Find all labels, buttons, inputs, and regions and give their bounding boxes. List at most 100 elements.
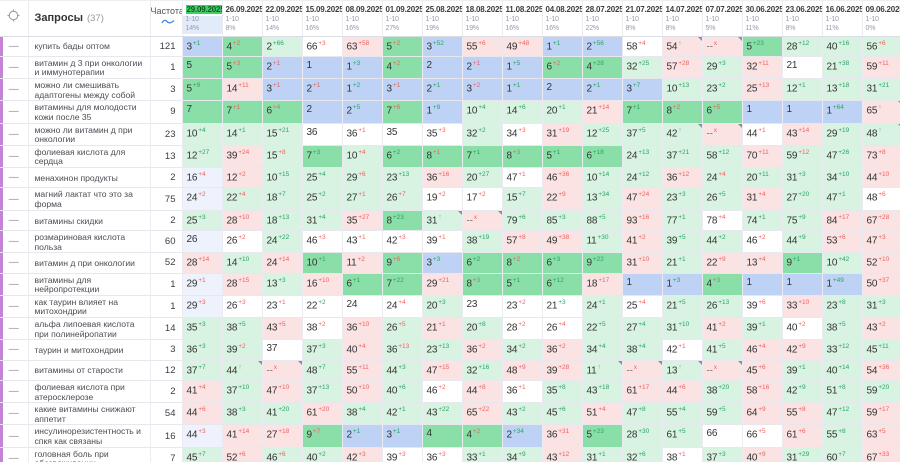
position-cell[interactable]: 28+2 — [502, 317, 543, 341]
position-cell[interactable]: 36+12 — [662, 167, 703, 189]
position-cell[interactable]: 33+12 — [822, 339, 863, 361]
position-cell[interactable]: 1+3 — [342, 56, 383, 80]
position-cell[interactable]: 52+6 — [222, 447, 263, 462]
position-cell[interactable]: 38+3 — [222, 402, 263, 426]
position-cell[interactable]: 39+2 — [222, 339, 263, 361]
position-cell[interactable]: 43+18 — [582, 380, 623, 404]
position-cell[interactable]: 2+1 — [262, 56, 303, 80]
position-cell[interactable]: 38+19 — [462, 230, 503, 254]
position-cell[interactable]: 18+7 — [262, 187, 303, 211]
query-cell[interactable]: витамин д при онкологии — [28, 252, 151, 274]
position-cell[interactable]: 21+1 — [662, 252, 703, 274]
query-cell[interactable]: розмариновая кислота польза — [28, 230, 151, 254]
position-cell[interactable]: 14+1 — [222, 123, 263, 146]
position-cell[interactable]: 31+4 — [302, 210, 343, 231]
position-cell[interactable]: 47+1 — [822, 187, 863, 211]
date-column-header[interactable]: 08.09.2025 1-10 16% — [342, 1, 383, 37]
position-cell[interactable]: 11↑ — [582, 360, 623, 381]
position-cell[interactable]: 85+3 — [542, 210, 583, 231]
position-cell[interactable]: 2+1 — [302, 78, 343, 102]
position-cell[interactable]: 44+3 — [382, 360, 423, 381]
position-cell[interactable]: 3+1 — [382, 78, 423, 102]
position-cell[interactable]: 4+2 — [382, 56, 423, 80]
position-cell[interactable]: 55+8 — [822, 424, 863, 448]
position-cell[interactable]: 41+5 — [702, 339, 743, 361]
position-cell[interactable]: 33+10 — [782, 295, 823, 319]
position-cell[interactable]: 32+11 — [742, 56, 783, 80]
position-cell[interactable]: 8+1 — [422, 145, 463, 169]
position-cell[interactable]: 73+8 — [862, 145, 900, 169]
position-cell[interactable]: 12+27 — [182, 145, 223, 169]
position-cell[interactable]: 23+8 — [822, 295, 863, 319]
position-cell[interactable]: 31+3 — [782, 167, 823, 189]
query-cell[interactable]: таурин и митохондрии — [28, 339, 151, 361]
position-cell[interactable]: 43+1 — [342, 230, 383, 254]
position-cell[interactable]: 21+1 — [422, 317, 463, 341]
position-cell[interactable]: 3+2 — [462, 78, 503, 102]
row-drag-handle[interactable]: — — [0, 317, 29, 341]
position-cell[interactable]: 36+3 — [182, 339, 223, 361]
position-cell[interactable]: 3+52 — [422, 36, 463, 57]
position-cell[interactable]: 34+4 — [582, 339, 623, 361]
position-cell[interactable]: 44+8 — [462, 380, 503, 404]
position-cell[interactable]: 13+34 — [582, 187, 623, 211]
position-cell[interactable]: 31+21 — [862, 78, 900, 102]
position-cell[interactable]: 40+2 — [302, 447, 343, 462]
position-cell[interactable]: 39+6 — [742, 295, 783, 319]
position-cell[interactable]: 36+2 — [542, 339, 583, 361]
row-drag-handle[interactable]: — — [0, 145, 29, 169]
position-cell[interactable]: 21 — [782, 56, 823, 80]
date-column-header[interactable]: 09.06.2025 1-10 0% — [862, 1, 900, 37]
position-cell[interactable]: 9+22 — [582, 252, 623, 274]
row-drag-handle[interactable]: — — [0, 252, 29, 274]
position-cell[interactable]: 3+3 — [422, 252, 463, 274]
position-cell[interactable]: 43+2 — [502, 402, 543, 426]
position-cell[interactable]: 37+13 — [302, 380, 343, 404]
position-cell[interactable]: 2+1 — [462, 56, 503, 80]
date-column-header[interactable]: 21.07.2025 1-10 8% — [622, 1, 663, 37]
position-cell[interactable]: 36+16 — [422, 167, 463, 189]
date-column-header[interactable]: 01.09.2025 1-10 27% — [382, 1, 423, 37]
row-drag-handle[interactable]: — — [0, 123, 29, 146]
position-cell[interactable]: 6+2 — [382, 145, 423, 169]
position-cell[interactable]: 38+4 — [342, 402, 383, 426]
queries-column-header[interactable]: Запросы (37) — [28, 1, 151, 37]
position-cell[interactable]: 24+2 — [182, 187, 223, 211]
position-cell[interactable]: 43+5 — [262, 317, 303, 341]
position-cell[interactable]: 24+12 — [622, 167, 663, 189]
position-cell[interactable]: 15+8 — [262, 145, 303, 169]
position-cell[interactable]: 10+13 — [662, 78, 703, 102]
position-cell[interactable]: 5+3 — [222, 56, 263, 80]
position-cell[interactable]: 26+2 — [222, 230, 263, 254]
position-cell[interactable]: 14+11 — [222, 78, 263, 102]
row-drag-handle[interactable]: — — [0, 273, 29, 296]
position-cell[interactable]: 27+4 — [622, 317, 663, 341]
position-cell[interactable]: 53+6 — [822, 230, 863, 254]
position-cell[interactable]: 5+23 — [582, 424, 623, 448]
position-cell[interactable]: 15+7 — [502, 187, 543, 211]
position-cell[interactable]: 23 — [462, 295, 503, 319]
date-column-header[interactable]: 14.07.2025 1-10 8% — [662, 1, 703, 37]
date-column-header[interactable]: 28.07.2025 1-10 22% — [582, 1, 623, 37]
position-cell[interactable]: 35+3 — [422, 123, 463, 146]
date-column-header[interactable]: 23.06.2025 1-10 8% — [782, 1, 823, 37]
position-cell[interactable]: 22+5 — [582, 317, 623, 341]
position-cell[interactable]: 26+3 — [222, 295, 263, 319]
position-cell[interactable]: --x — [622, 360, 663, 381]
position-cell[interactable]: 4 — [422, 424, 463, 448]
position-cell[interactable]: 58+4 — [622, 36, 663, 57]
query-cell[interactable]: купить бады оптом — [28, 36, 151, 57]
position-cell[interactable]: 48+7 — [302, 360, 343, 381]
position-cell[interactable]: 4+3 — [702, 273, 743, 296]
position-cell[interactable]: 2+34 — [502, 424, 543, 448]
query-cell[interactable]: фолиевая кислота для сердца — [28, 145, 151, 169]
position-cell[interactable]: 7+1 — [222, 100, 263, 124]
position-cell[interactable]: 2+66 — [262, 36, 303, 57]
position-cell[interactable]: 18+17 — [582, 273, 623, 296]
position-cell[interactable]: 8+3 — [462, 273, 503, 296]
select-all-header[interactable] — [0, 1, 29, 37]
position-cell[interactable]: 55+4 — [662, 402, 703, 426]
position-cell[interactable]: 37+21 — [662, 145, 703, 169]
position-cell[interactable]: 42+1 — [662, 339, 703, 361]
position-cell[interactable]: 70+11 — [742, 145, 783, 169]
